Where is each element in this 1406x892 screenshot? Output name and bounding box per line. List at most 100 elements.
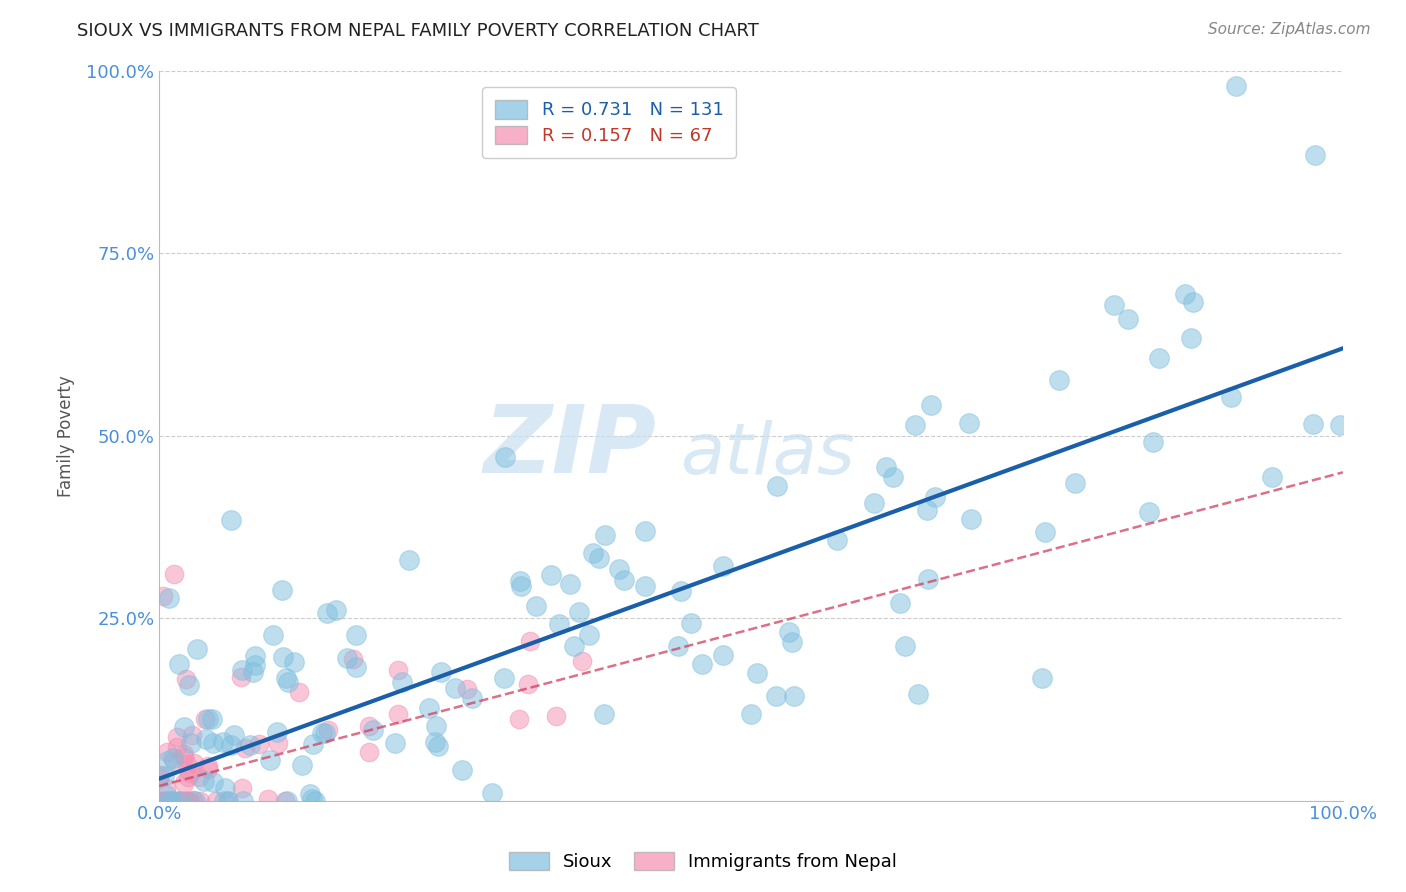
Point — [1031, 671, 1053, 685]
Point — [174, 794, 197, 808]
Point — [387, 663, 409, 677]
Point — [481, 786, 503, 800]
Point — [232, 794, 254, 808]
Point — [509, 579, 531, 593]
Point — [173, 747, 195, 761]
Point — [783, 689, 806, 703]
Point — [1329, 418, 1351, 433]
Point — [163, 754, 186, 768]
Point — [152, 794, 174, 808]
Point — [243, 658, 266, 673]
Point — [231, 663, 253, 677]
Point — [267, 735, 290, 749]
Point — [271, 650, 294, 665]
Point — [188, 794, 211, 808]
Point — [218, 794, 240, 808]
Point — [558, 577, 581, 591]
Point — [578, 628, 600, 642]
Point — [276, 794, 298, 808]
Point — [291, 758, 314, 772]
Point — [148, 768, 170, 782]
Legend: R = 0.731   N = 131, R = 0.157   N = 67: R = 0.731 N = 131, R = 0.157 N = 67 — [482, 87, 735, 158]
Point — [915, 502, 938, 516]
Point — [634, 524, 657, 538]
Point — [159, 794, 181, 808]
Point — [679, 615, 702, 630]
Text: SIOUX VS IMMIGRANTS FROM NEPAL FAMILY POVERTY CORRELATION CHART: SIOUX VS IMMIGRANTS FROM NEPAL FAMILY PO… — [77, 22, 759, 40]
Point — [166, 739, 188, 754]
Text: Source: ZipAtlas.com: Source: ZipAtlas.com — [1208, 22, 1371, 37]
Point — [157, 591, 180, 605]
Point — [451, 763, 474, 777]
Point — [540, 568, 562, 582]
Point — [492, 671, 515, 685]
Point — [444, 681, 467, 695]
Point — [173, 794, 195, 808]
Point — [233, 740, 256, 755]
Point — [571, 654, 593, 668]
Point — [270, 583, 292, 598]
Point — [778, 624, 800, 639]
Point — [1104, 298, 1126, 312]
Point — [155, 794, 177, 808]
Point — [889, 597, 911, 611]
Point — [666, 639, 689, 653]
Point — [361, 723, 384, 737]
Point — [222, 728, 245, 742]
Point — [197, 762, 219, 776]
Point — [156, 794, 179, 808]
Point — [214, 781, 236, 796]
Point — [155, 745, 177, 759]
Point — [607, 562, 630, 576]
Point — [181, 793, 204, 807]
Point — [344, 628, 367, 642]
Point — [508, 712, 530, 726]
Point — [194, 712, 217, 726]
Point — [283, 655, 305, 669]
Point — [186, 642, 208, 657]
Point — [613, 574, 636, 588]
Point — [163, 567, 186, 582]
Point — [917, 572, 939, 586]
Point — [1261, 470, 1284, 484]
Point — [204, 794, 226, 808]
Point — [177, 678, 200, 692]
Point — [862, 496, 884, 510]
Text: ZIP: ZIP — [484, 401, 657, 492]
Point — [152, 590, 174, 604]
Point — [219, 513, 242, 527]
Point — [1303, 147, 1326, 161]
Point — [173, 749, 195, 764]
Point — [231, 781, 253, 796]
Point — [165, 794, 187, 808]
Point — [325, 603, 347, 617]
Point — [179, 794, 201, 808]
Point — [519, 633, 541, 648]
Point — [188, 770, 211, 784]
Point — [167, 794, 190, 808]
Point — [183, 794, 205, 808]
Point — [177, 794, 200, 808]
Point — [634, 579, 657, 593]
Point — [1064, 475, 1087, 490]
Point — [177, 770, 200, 784]
Point — [1219, 390, 1241, 404]
Point — [524, 599, 547, 614]
Point — [166, 731, 188, 745]
Point — [155, 794, 177, 808]
Point — [344, 659, 367, 673]
Point — [201, 712, 224, 726]
Point — [157, 794, 180, 808]
Point — [357, 719, 380, 733]
Point — [242, 665, 264, 680]
Point — [384, 736, 406, 750]
Point — [562, 639, 585, 653]
Point — [311, 726, 333, 740]
Point — [259, 753, 281, 767]
Point — [176, 756, 198, 771]
Point — [288, 685, 311, 699]
Point — [398, 552, 420, 566]
Point — [588, 550, 610, 565]
Point — [197, 759, 219, 773]
Point — [148, 771, 170, 785]
